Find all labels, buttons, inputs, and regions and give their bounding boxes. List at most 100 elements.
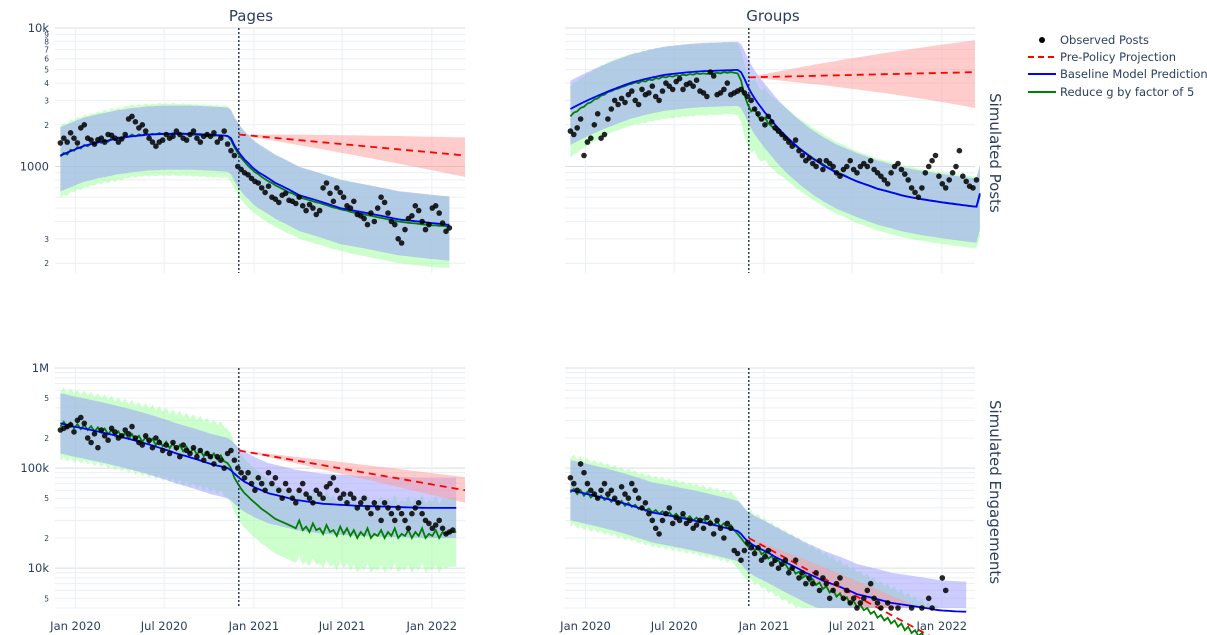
groups-engagements-observed-point bbox=[724, 520, 731, 527]
pages-engagements-observed-point bbox=[432, 522, 439, 528]
pages-engagements-x-tick-label: Jul 2020 bbox=[140, 619, 188, 633]
groups-posts-observed-point bbox=[598, 135, 604, 141]
pages-posts-observed-point bbox=[439, 220, 446, 226]
groups-engagements-observed-point bbox=[878, 605, 884, 611]
groups-engagements-observed-point bbox=[588, 487, 594, 494]
groups-posts-observed-point bbox=[700, 90, 707, 96]
groups-engagements-observed-point bbox=[768, 561, 775, 567]
pages-posts-y-tick-label: 7 bbox=[44, 45, 49, 54]
pages-posts-observed-point bbox=[231, 152, 238, 159]
pages-posts-observed-point bbox=[296, 194, 303, 200]
pages-posts-observed-point bbox=[419, 218, 425, 225]
pages-posts-observed-point bbox=[313, 211, 320, 218]
pages-engagements-observed-point bbox=[340, 491, 347, 497]
pages-engagements-observed-point bbox=[200, 457, 207, 464]
pages-posts-observed-point bbox=[412, 203, 419, 209]
pages-posts-observed-point bbox=[129, 113, 135, 120]
pages-engagements-observed-point bbox=[374, 505, 381, 511]
pages-posts-observed-point bbox=[57, 140, 64, 146]
pages-engagements-observed-point bbox=[419, 510, 425, 517]
groups-engagements-observed-point bbox=[693, 522, 700, 528]
groups-posts-observed-point bbox=[813, 163, 819, 170]
pages-engagements-x-tick-label: Jan 2020 bbox=[49, 619, 101, 633]
groups-posts-observed-point bbox=[854, 170, 860, 176]
pages-posts-baseline-line bbox=[60, 132, 450, 226]
pages-posts-observed-point bbox=[170, 133, 176, 140]
legend-marker-observed bbox=[1039, 37, 1045, 43]
pages-engagements-observed-point bbox=[361, 495, 367, 502]
groups-engagements-observed-point bbox=[895, 605, 901, 611]
pages-posts-observed-point bbox=[122, 131, 128, 138]
pages-posts-observed-point bbox=[211, 130, 217, 136]
groups-engagements-observed-point bbox=[649, 517, 656, 524]
pages-posts-observed-point bbox=[368, 210, 374, 216]
groups-engagements-observed-point bbox=[639, 505, 645, 511]
groups-engagements-observed-point bbox=[642, 500, 649, 506]
groups-posts-observed-point bbox=[625, 91, 632, 98]
groups-engagements-observed-point bbox=[622, 491, 628, 497]
pages-engagements-y-tick-label: 5 bbox=[44, 394, 49, 403]
groups-engagements-observed-point bbox=[601, 480, 608, 487]
groups-engagements-observed-point bbox=[652, 525, 659, 532]
pages-posts-observed-point bbox=[351, 198, 357, 205]
pages-posts-observed-point bbox=[323, 180, 330, 186]
groups-engagements-observed-point bbox=[707, 520, 714, 527]
pages-engagements-projection-line bbox=[238, 449, 466, 492]
groups-posts-observed-point bbox=[898, 166, 905, 173]
pages-engagements-observed-point bbox=[299, 480, 306, 487]
pages-posts-observed-point bbox=[402, 226, 408, 233]
groups-engagements-observed-point bbox=[857, 600, 864, 606]
groups-posts-observed-point bbox=[820, 166, 826, 173]
groups-engagements-observed-point bbox=[755, 544, 761, 551]
groups-posts-observed-point bbox=[751, 106, 758, 112]
groups-engagements-observed-point bbox=[625, 495, 632, 502]
pages-posts-observed-point bbox=[320, 185, 326, 191]
groups-engagements-observed-point bbox=[584, 480, 591, 487]
groups-posts-observed-point bbox=[902, 171, 908, 177]
groups-engagements-observed-point bbox=[608, 487, 615, 494]
pages-engagements-observed-point bbox=[405, 525, 412, 532]
pages-engagements-observed-point bbox=[272, 475, 279, 481]
groups-engagements-observed-point bbox=[816, 587, 823, 594]
groups-engagements-observed-point bbox=[762, 554, 768, 560]
pages-engagements-observed-point bbox=[132, 435, 139, 441]
groups-posts-observed-point bbox=[762, 122, 768, 128]
pages-posts-observed-point bbox=[395, 236, 402, 242]
groups-engagements-baseline-band bbox=[570, 460, 967, 608]
pages-posts-observed-point bbox=[74, 140, 81, 146]
groups-engagements-observed-point bbox=[888, 605, 894, 611]
legend-label-baseline: Baseline Model Prediction bbox=[1060, 67, 1207, 81]
groups-engagements-observed-point bbox=[567, 475, 574, 481]
pages-posts-y-tick-label: 2 bbox=[44, 121, 49, 130]
pages-posts-observed-point bbox=[197, 139, 204, 145]
groups-engagements-observed-point bbox=[748, 544, 754, 551]
pages-posts-y-tick-label: 6 bbox=[44, 55, 49, 64]
pages-engagements-observed-point bbox=[313, 487, 320, 494]
pages-posts-observed-point bbox=[245, 172, 251, 178]
pages-posts-observed-point bbox=[436, 210, 443, 216]
groups-engagements-observed-point bbox=[861, 595, 867, 602]
groups-engagements-observed-point bbox=[710, 531, 717, 537]
groups-posts-observed-point bbox=[963, 178, 969, 185]
pages-posts-observed-point bbox=[112, 135, 118, 141]
pages-engagements-projection-band bbox=[238, 450, 465, 503]
groups-posts-observed-point bbox=[632, 97, 638, 104]
groups-engagements-observed-point bbox=[826, 595, 833, 602]
pages-engagements-observed-point bbox=[371, 500, 378, 506]
groups-posts-observed-point bbox=[765, 113, 772, 120]
pages-engagements-observed-point bbox=[395, 505, 402, 511]
pages-engagements-observed-point bbox=[180, 442, 186, 448]
pages-posts-y-tick-label: 4 bbox=[44, 79, 49, 88]
pages-engagements-observed-point bbox=[241, 475, 248, 481]
pages-engagements-observed-point bbox=[439, 525, 446, 532]
pages-posts-observed-point bbox=[262, 189, 268, 196]
pages-posts-observed-point bbox=[255, 180, 262, 186]
groups-engagements-observed-point bbox=[779, 561, 785, 567]
pages-posts-y-tick-label: 5 bbox=[44, 66, 49, 75]
groups-engagements-observed-point bbox=[847, 600, 853, 606]
pages-engagements-observed-point bbox=[347, 491, 354, 497]
pages-posts-observed-point bbox=[303, 207, 309, 214]
pages-engagements-observed-point bbox=[190, 444, 197, 451]
pages-posts-observed-point bbox=[163, 131, 169, 138]
